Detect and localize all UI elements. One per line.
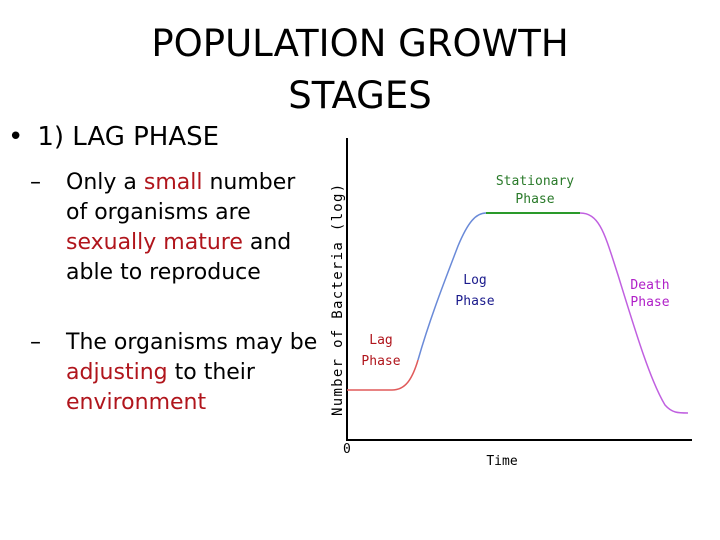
log-phase-curve	[417, 212, 487, 361]
lag-phase-label-line2: Phase	[361, 354, 400, 369]
text-run-highlight: environment	[66, 390, 207, 415]
y-axis-label: Number of Bacteria (log)	[330, 183, 346, 417]
x-axis-label: Time	[486, 454, 517, 469]
text-run: and able to reproduce	[66, 230, 292, 285]
origin-label: 0	[343, 442, 351, 457]
bullet-marker: •	[8, 122, 24, 152]
slide-title: POPULATION GROWTH STAGES	[120, 18, 600, 122]
text-run-highlight: small	[143, 170, 203, 195]
sub-bullet-text: Only a small number of organisms are sex…	[66, 168, 320, 288]
text-run: to their	[167, 360, 255, 385]
bullet-text: 1) LAG PHASE	[37, 122, 220, 152]
sub-bullet-2: – The organisms may be adjusting to thei…	[30, 328, 320, 418]
death-phase-label-line1: Death	[630, 278, 669, 293]
title-line-2: STAGES	[288, 74, 432, 117]
stationary-phase-label-line1: Stationary	[496, 174, 574, 189]
sub-bullet-text: The organisms may be adjusting to their …	[66, 328, 320, 418]
main-bullet: • 1) LAG PHASE	[8, 120, 219, 154]
text-run-highlight: adjusting	[66, 360, 168, 385]
death-phase-label-line2: Phase	[630, 295, 669, 310]
stationary-phase-label-line2: Phase	[515, 192, 554, 207]
sub-bullet-dash: –	[30, 170, 41, 195]
text-run: number of organisms are	[66, 170, 296, 225]
log-phase-label-line1: Log	[463, 273, 486, 288]
text-run: Only a	[66, 170, 144, 195]
lag-phase-curve	[347, 359, 419, 391]
title-line-1: POPULATION GROWTH	[151, 22, 569, 65]
sub-bullet-1: – Only a small number of organisms are s…	[30, 168, 320, 288]
text-run: The organisms may be	[66, 330, 318, 355]
lag-phase-label-line1: Lag	[369, 333, 392, 348]
log-phase-label-line2: Phase	[455, 294, 494, 309]
sub-bullet-dash: –	[30, 330, 41, 355]
text-run-highlight: sexually mature	[66, 230, 243, 255]
death-phase-curve	[579, 212, 689, 414]
